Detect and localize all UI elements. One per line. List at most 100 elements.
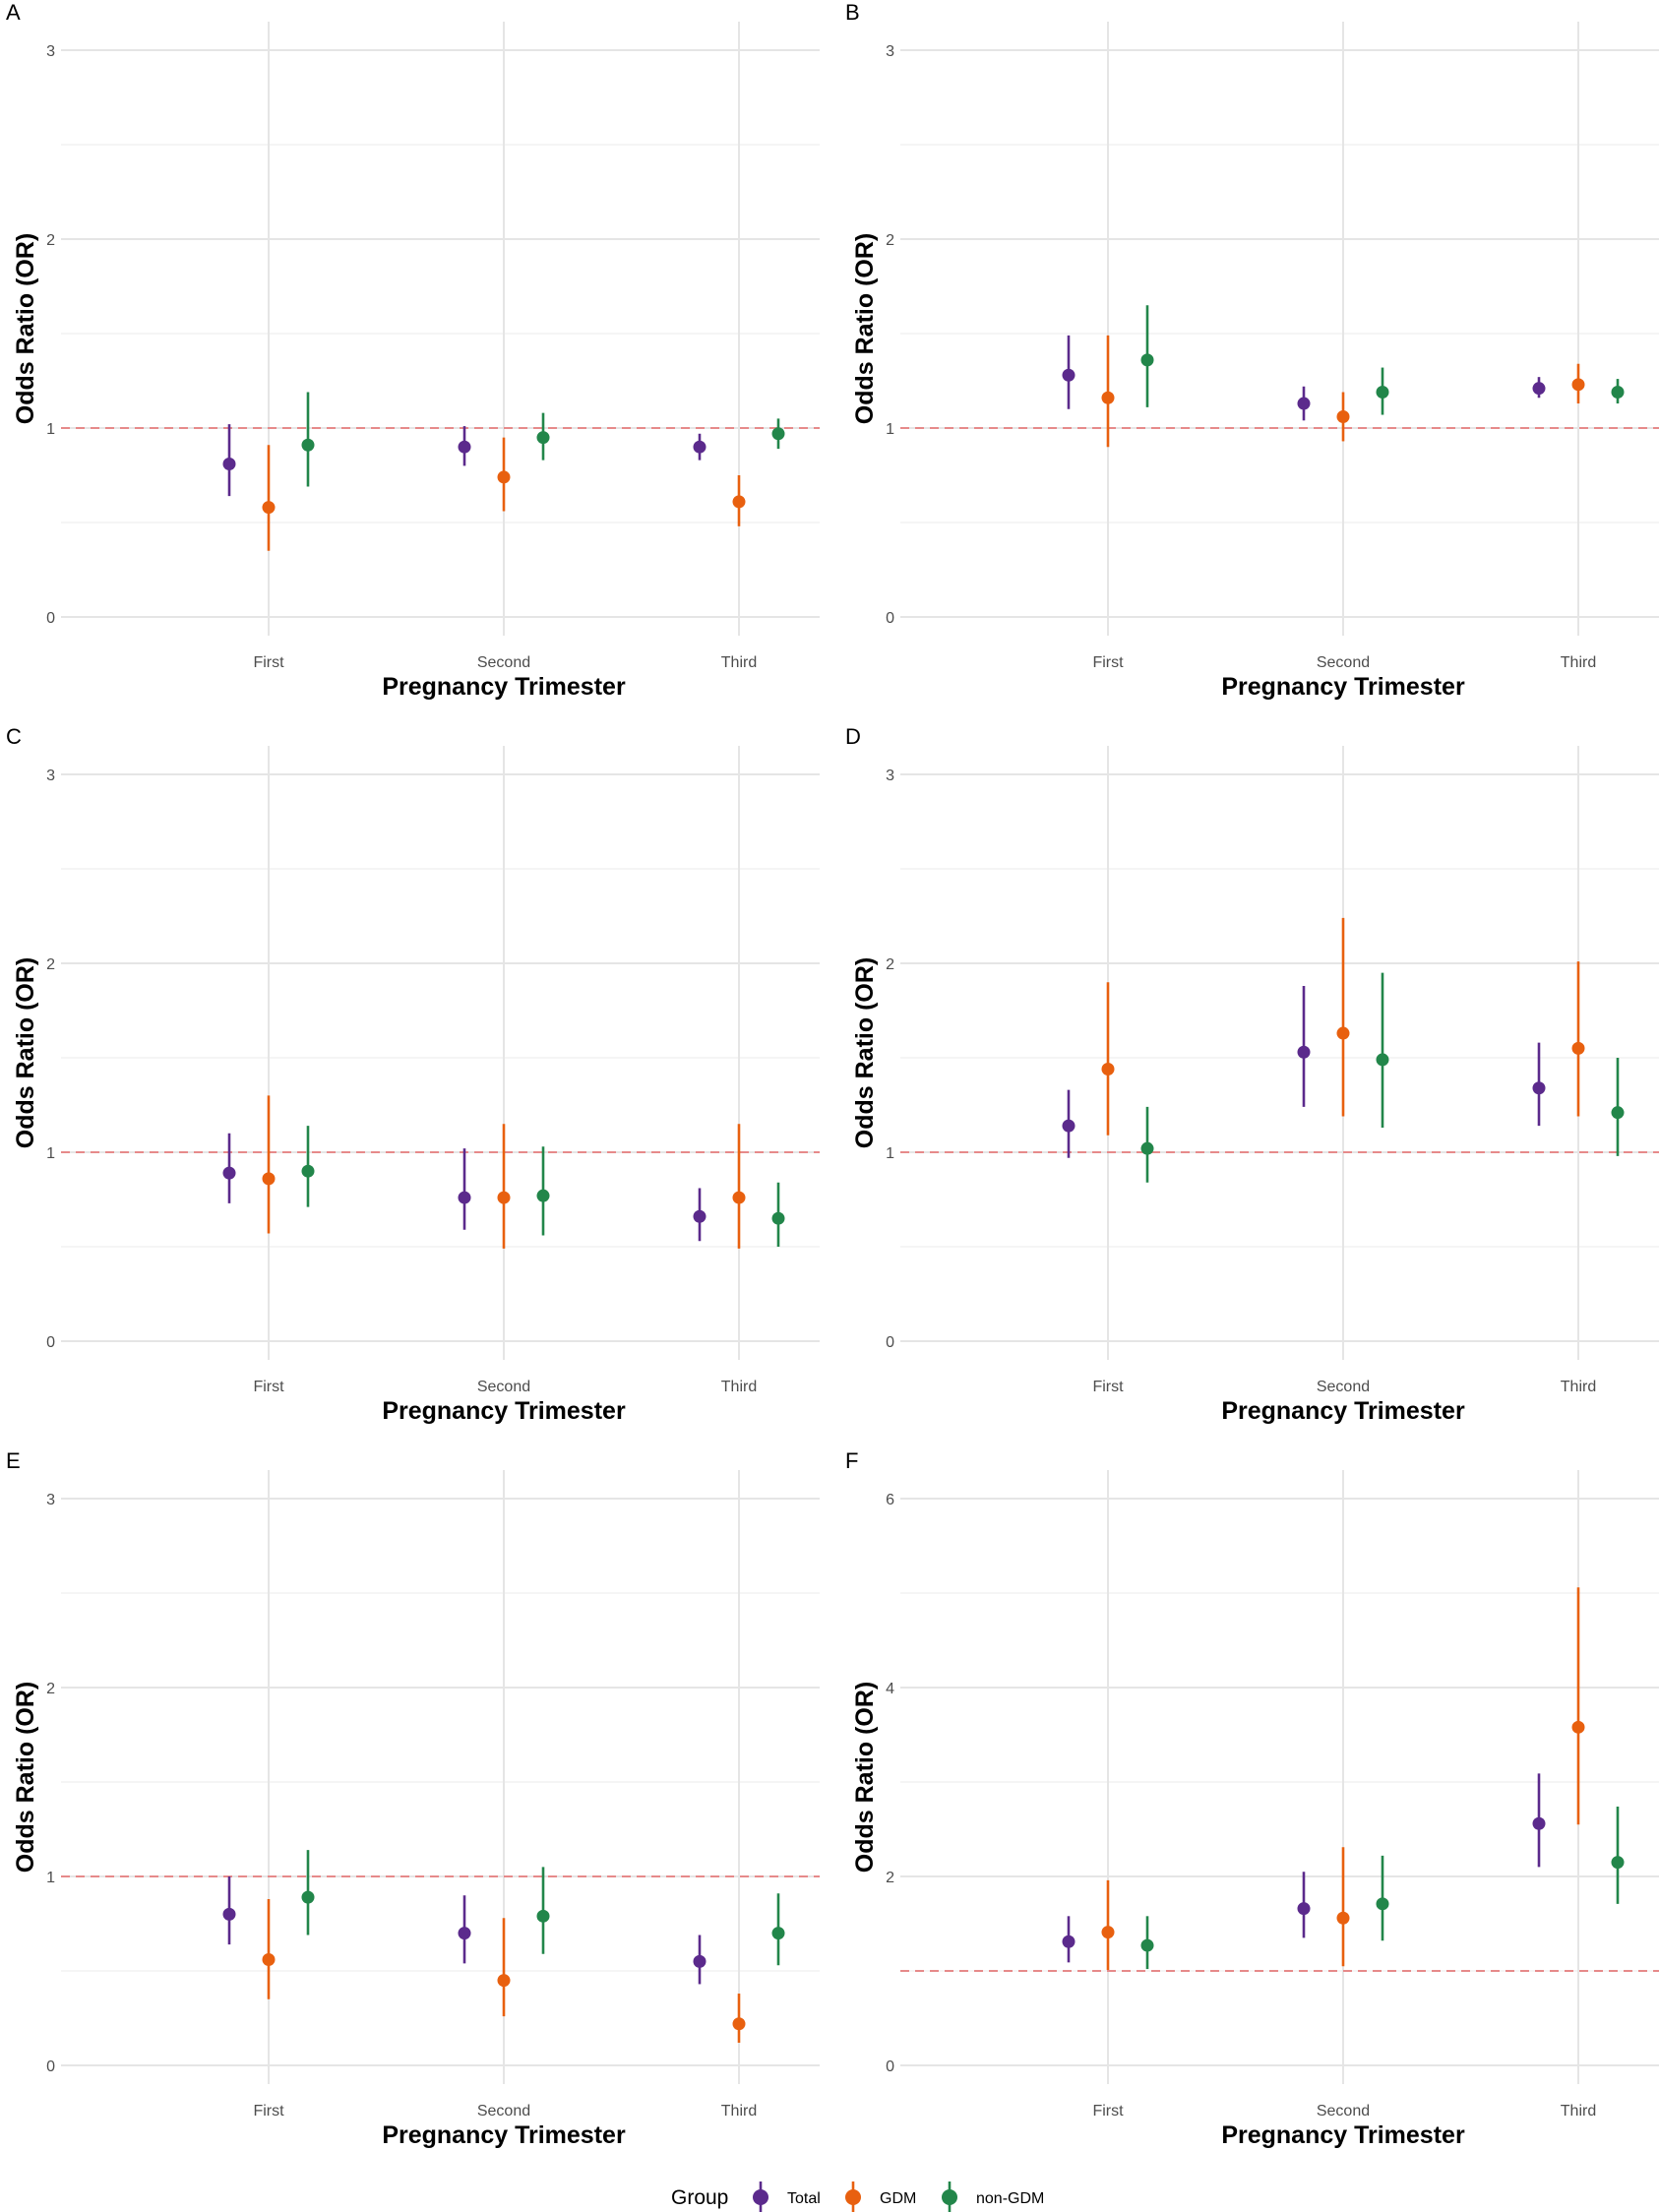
y-tick-label: 1: [886, 1145, 894, 1162]
legend-item-gdm: GDM: [845, 2181, 916, 2212]
y-tick-label: 0: [46, 2058, 55, 2075]
legend-label: GDM: [880, 2190, 916, 2207]
x-tick-label: First: [1092, 654, 1124, 671]
point-non-gdm-second: [536, 431, 550, 445]
x-tick-label: Third: [1561, 1379, 1596, 1395]
panel-label: B: [845, 0, 860, 25]
panel-label: D: [845, 724, 861, 749]
point-total-first: [1062, 1119, 1075, 1133]
x-axis-title: Pregnancy Trimester: [382, 2121, 626, 2149]
point-total-first: [222, 457, 236, 470]
point-gdm-second: [497, 470, 511, 484]
y-tick-label: 3: [886, 43, 894, 60]
legend-title: Group: [671, 2186, 728, 2209]
point-total-third: [693, 440, 707, 454]
y-tick-label: 1: [46, 421, 55, 438]
panel-label: E: [6, 1448, 21, 1473]
y-tick-label: 0: [46, 610, 55, 627]
point-total-second: [1297, 397, 1311, 410]
x-tick-label: First: [253, 654, 284, 671]
point-non-gdm-second: [536, 1189, 550, 1202]
point-total-first: [222, 1166, 236, 1180]
point-total-first: [1062, 368, 1075, 382]
y-tick-label: 1: [46, 1870, 55, 1886]
y-tick-label: 0: [886, 2058, 894, 2075]
point-non-gdm-third: [771, 427, 785, 441]
x-tick-label: Third: [1561, 654, 1596, 671]
panel-b: 0 1 2 3 First Second Third Pregnancy Trimester O…: [845, 0, 1659, 701]
x-tick-label: Second: [477, 654, 530, 671]
point-non-gdm-third: [771, 1211, 785, 1225]
y-tick-label: 3: [46, 43, 55, 60]
y-axis-title: Odds Ratio (OR): [851, 233, 879, 424]
x-tick-label: First: [1092, 1379, 1124, 1395]
point-non-gdm-second: [536, 1909, 550, 1923]
point-total-second: [458, 1927, 471, 1940]
legend-key-point: [942, 2189, 957, 2205]
point-non-gdm-first: [301, 1164, 315, 1178]
point-total-second: [458, 440, 471, 454]
point-non-gdm-third: [1611, 386, 1625, 399]
point-gdm-first: [262, 1952, 276, 1966]
x-axis-title: Pregnancy Trimester: [382, 673, 626, 701]
point-non-gdm-second: [1376, 386, 1389, 399]
legend-label: Total: [787, 2190, 821, 2207]
point-non-gdm-first: [301, 1890, 315, 1904]
x-tick-label: First: [253, 1379, 284, 1395]
y-tick-label: 0: [886, 1334, 894, 1351]
y-tick-label: 4: [886, 1681, 894, 1697]
point-total-second: [458, 1191, 471, 1204]
legend-key-point: [845, 2189, 861, 2205]
panel-f: 0 2 4 6 First Second Third Pregnancy Trimester O…: [845, 1448, 1659, 2149]
point-gdm-second: [1336, 409, 1350, 423]
panel-label: F: [845, 1448, 858, 1473]
legend-item-total: Total: [753, 2181, 821, 2212]
point-gdm-third: [1571, 378, 1585, 392]
legend-label: non-GDM: [976, 2190, 1044, 2207]
point-non-gdm-second: [1376, 1053, 1389, 1067]
y-tick-label: 0: [46, 1334, 55, 1351]
y-tick-label: 2: [46, 956, 55, 973]
y-tick-label: 2: [46, 1681, 55, 1697]
point-gdm-first: [1101, 1926, 1115, 1939]
y-tick-label: 3: [886, 768, 894, 784]
point-gdm-third: [732, 495, 746, 509]
point-total-third: [693, 1209, 707, 1223]
point-gdm-third: [1571, 1720, 1585, 1734]
point-total-second: [1297, 1902, 1311, 1916]
panel-c: 0 1 2 3 First Second Third Pregnancy Trimester O…: [6, 724, 820, 1425]
point-total-third: [1532, 1816, 1546, 1830]
y-tick-label: 1: [46, 1145, 55, 1162]
y-axis-title: Odds Ratio (OR): [12, 233, 39, 424]
point-total-third: [1532, 1081, 1546, 1095]
x-axis-title: Pregnancy Trimester: [1221, 2121, 1465, 2149]
x-tick-label: Second: [477, 1379, 530, 1395]
x-tick-label: Second: [1317, 1379, 1370, 1395]
y-tick-label: 2: [886, 232, 894, 249]
point-gdm-first: [262, 1172, 276, 1186]
point-gdm-third: [1571, 1041, 1585, 1055]
point-total-first: [222, 1907, 236, 1921]
y-axis-title: Odds Ratio (OR): [12, 957, 39, 1148]
panel-label: C: [6, 724, 22, 749]
y-tick-label: 1: [886, 421, 894, 438]
x-axis-title: Pregnancy Trimester: [1221, 1397, 1465, 1425]
panels: 0 1 2 3 First Second Third Pregnancy Trimester O…: [6, 0, 1659, 2149]
y-tick-label: 3: [46, 768, 55, 784]
x-tick-label: Second: [1317, 654, 1370, 671]
legend-key-point: [753, 2189, 768, 2205]
point-gdm-second: [497, 1191, 511, 1204]
y-tick-label: 0: [886, 610, 894, 627]
x-tick-label: Second: [477, 2103, 530, 2120]
point-non-gdm-first: [1140, 1938, 1154, 1952]
y-axis-title: Odds Ratio (OR): [12, 1682, 39, 1873]
x-axis-title: Pregnancy Trimester: [382, 1397, 626, 1425]
point-gdm-second: [497, 1974, 511, 1988]
point-non-gdm-first: [1140, 1141, 1154, 1155]
panel-e: 0 1 2 3 First Second Third Pregnancy Trimester O…: [6, 1448, 820, 2149]
point-total-first: [1062, 1935, 1075, 1948]
point-non-gdm-second: [1376, 1897, 1389, 1911]
y-tick-label: 2: [886, 956, 894, 973]
x-tick-label: Third: [721, 2103, 757, 2120]
